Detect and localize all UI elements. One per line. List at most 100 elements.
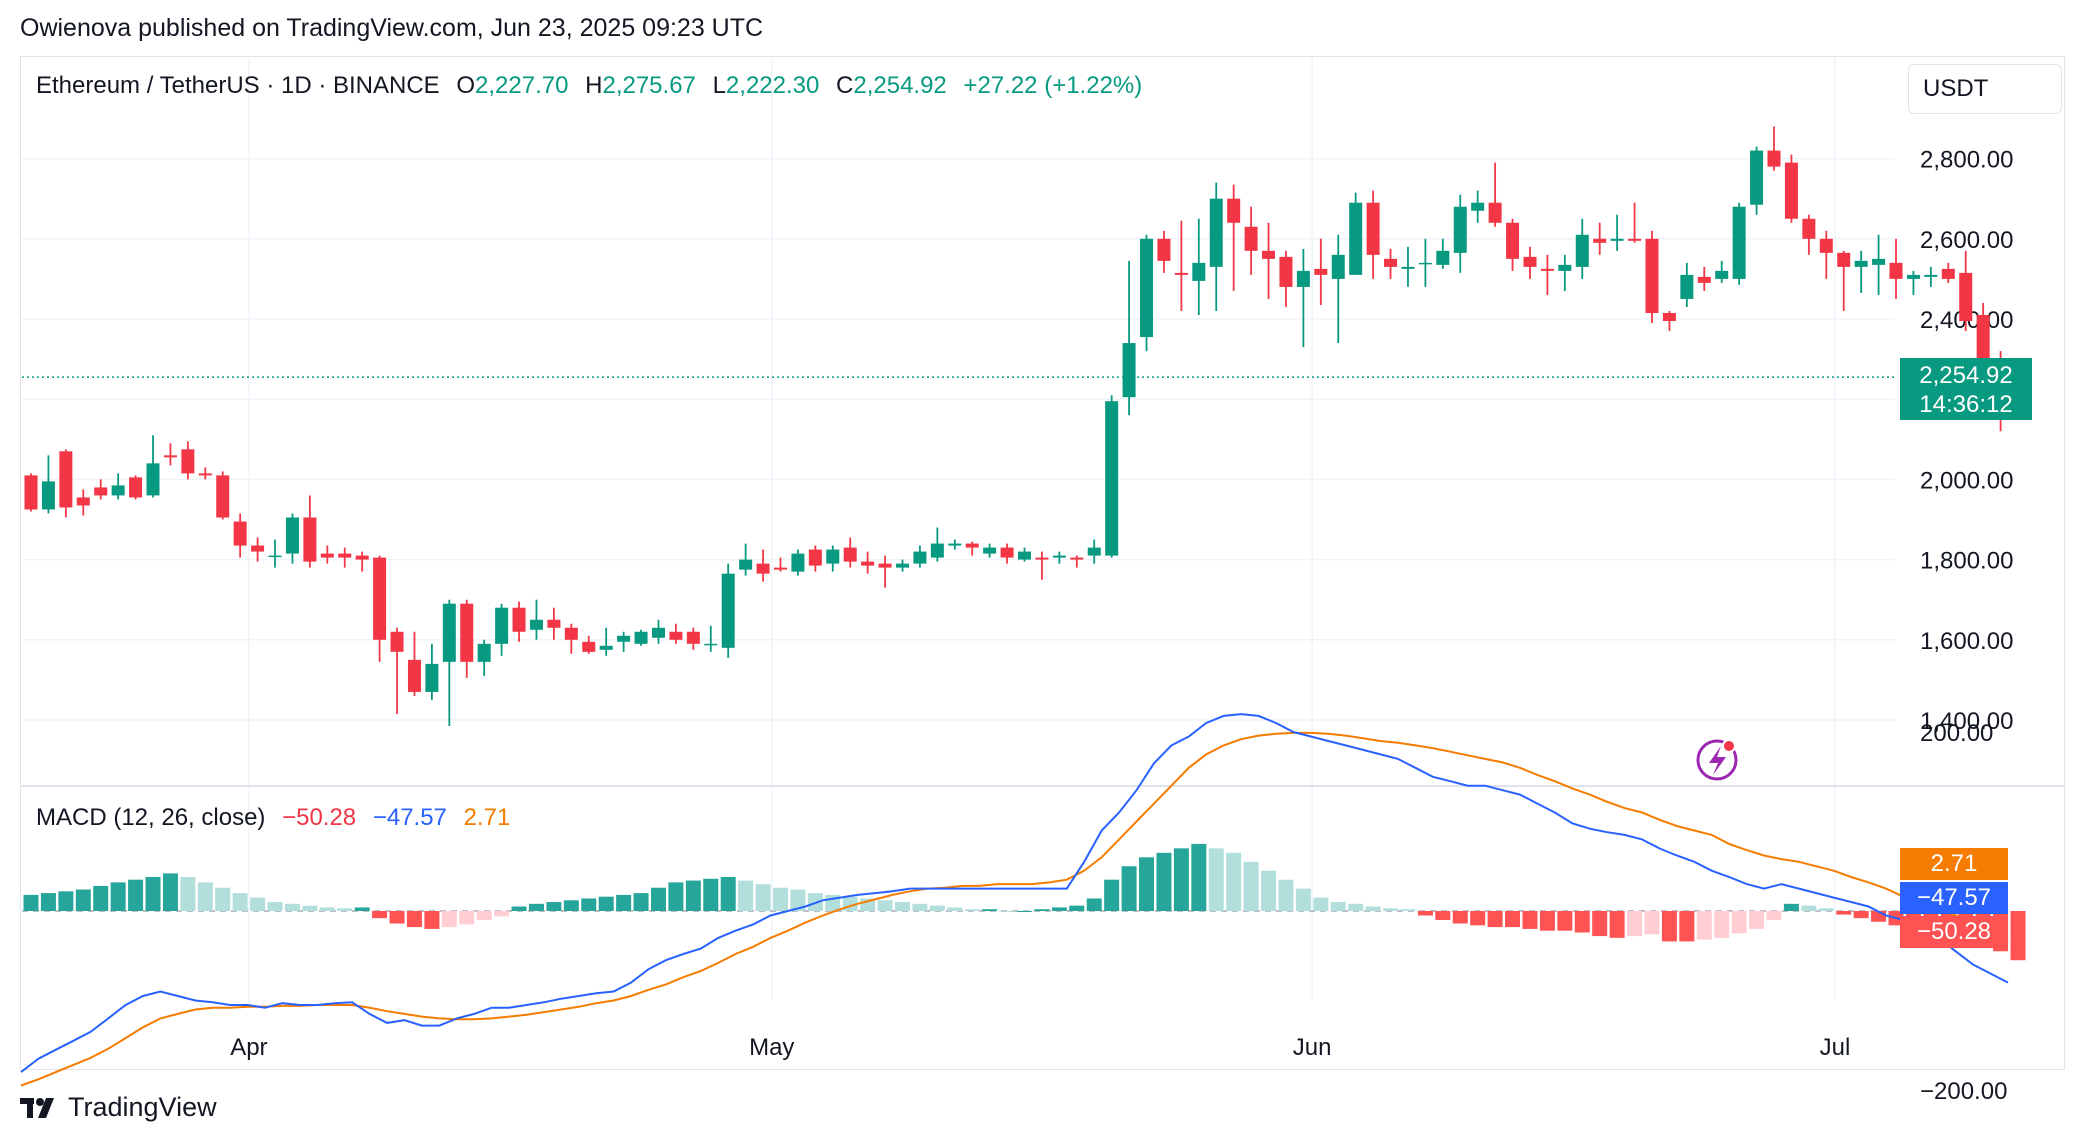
candle-body bbox=[1924, 274, 1938, 277]
candle-series bbox=[24, 126, 2025, 727]
last-price-tag: 2,254.92 14:36:12 bbox=[1900, 358, 2032, 420]
macd-histogram-bar bbox=[337, 908, 353, 911]
candle-body bbox=[111, 485, 125, 496]
macd-histogram-bar bbox=[947, 907, 963, 911]
macd-histogram-bar bbox=[372, 911, 388, 919]
candle-body bbox=[1593, 238, 1607, 243]
macd-histogram-bar bbox=[302, 905, 318, 911]
low-value: 2,222.30 bbox=[725, 72, 820, 99]
macd-histogram-bar bbox=[1749, 911, 1765, 929]
macd-histogram-bar bbox=[476, 911, 492, 920]
macd-histogram-bar bbox=[267, 902, 283, 911]
macd-histogram-tag: −50.28 bbox=[1900, 916, 2008, 948]
candle-body bbox=[512, 607, 526, 632]
candle-body bbox=[338, 553, 352, 558]
macd-histogram-bar bbox=[1714, 911, 1730, 938]
macd-histogram-bar bbox=[1226, 852, 1242, 911]
macd-tick-label: −200.00 bbox=[1920, 1078, 2007, 1105]
macd-histogram-bar bbox=[650, 887, 666, 911]
candle-body bbox=[94, 487, 108, 496]
price-tick-label: 2,600.00 bbox=[1920, 227, 2013, 254]
candle-body bbox=[1052, 555, 1066, 558]
macd-histogram-bar bbox=[668, 882, 684, 911]
publish-caption: Owienova published on TradingView.com, J… bbox=[20, 14, 764, 42]
candle-body bbox=[878, 563, 892, 568]
macd-histogram-bar bbox=[563, 900, 579, 911]
macd-histogram-value: −50.28 bbox=[282, 804, 357, 831]
candle-body bbox=[1628, 238, 1642, 241]
lightning-icon[interactable] bbox=[1696, 739, 1738, 781]
high-label: H bbox=[585, 72, 603, 99]
macd-histogram-bar bbox=[1731, 911, 1747, 934]
candle-body bbox=[913, 551, 927, 564]
candle-body bbox=[285, 517, 299, 554]
candle-body bbox=[1802, 218, 1816, 239]
candle-body bbox=[1784, 162, 1798, 219]
high-value: 2,275.67 bbox=[602, 72, 696, 99]
open-label: O bbox=[456, 72, 476, 99]
macd-histogram-bar bbox=[598, 896, 614, 911]
candle-body bbox=[1401, 266, 1415, 269]
macd-histogram-bar bbox=[406, 911, 422, 928]
candle-body bbox=[407, 659, 421, 692]
macd-histogram-bar bbox=[790, 889, 806, 911]
time-tick-label: Jun bbox=[1293, 1034, 1332, 1061]
candle-body bbox=[1715, 270, 1729, 279]
candle-body bbox=[1279, 256, 1293, 287]
macd-histogram-bar bbox=[1139, 857, 1155, 911]
candle-body bbox=[1087, 547, 1101, 556]
candle-body bbox=[425, 663, 439, 692]
macd-histogram-bar bbox=[1278, 879, 1294, 911]
symbol-name[interactable]: Ethereum / TetherUS · 1D · BINANCE bbox=[36, 72, 440, 99]
candle-body bbox=[1035, 557, 1049, 560]
candle-body bbox=[599, 645, 613, 650]
macd-legend: MACD (12, 26, close) −50.28 −47.57 2.71 bbox=[36, 804, 510, 832]
candle-body bbox=[669, 631, 683, 640]
macd-histogram-bar bbox=[2010, 911, 2026, 961]
symbol-legend: Ethereum / TetherUS · 1D · BINANCE O 2,22… bbox=[36, 72, 1142, 100]
macd-histogram-bar bbox=[877, 900, 893, 911]
macd-histogram-bar bbox=[1156, 852, 1172, 911]
macd-histogram-bar bbox=[354, 907, 370, 911]
macd-histogram-bar bbox=[511, 906, 527, 911]
macd-signal-value: 2.71 bbox=[463, 804, 511, 831]
macd-histogram-bar bbox=[40, 893, 56, 911]
candle-body bbox=[1906, 274, 1920, 279]
macd-histogram-bar bbox=[1086, 898, 1102, 911]
time-axis: Apr May Jun Jul bbox=[230, 1034, 1850, 1061]
candle-body bbox=[146, 463, 160, 496]
candle-body bbox=[547, 619, 561, 628]
candle-body bbox=[1732, 206, 1746, 279]
candle-body bbox=[1523, 256, 1537, 267]
candle-body bbox=[843, 547, 857, 562]
macd-histogram-bar bbox=[58, 891, 74, 911]
macd-tick-label: 200.00 bbox=[1920, 720, 1993, 747]
macd-histogram-bar bbox=[441, 911, 457, 928]
candle-body bbox=[216, 475, 230, 518]
brand-name: TradingView bbox=[68, 1092, 217, 1122]
close-value: 2,254.92 bbox=[853, 72, 947, 99]
candle-body bbox=[1837, 252, 1851, 267]
candle-body bbox=[1453, 206, 1467, 253]
currency-selector[interactable]: USDT bbox=[1908, 64, 2062, 114]
candle-body bbox=[1418, 262, 1432, 265]
candle-body bbox=[1122, 343, 1136, 398]
candle-body bbox=[686, 631, 700, 644]
macd-histogram-bar bbox=[1121, 866, 1137, 911]
candle-body bbox=[268, 555, 282, 558]
macd-histogram-bar bbox=[284, 903, 300, 911]
candle-body bbox=[41, 481, 55, 510]
candle-body bbox=[756, 563, 770, 574]
candle-body bbox=[1575, 234, 1589, 267]
macd-histogram-bar bbox=[1417, 911, 1433, 916]
candle-body bbox=[896, 563, 909, 568]
macd-histogram-bar bbox=[1051, 907, 1067, 911]
macd-histogram-bar bbox=[738, 880, 754, 911]
time-tick-label: May bbox=[749, 1034, 794, 1061]
tradingview-brand[interactable]: TradingView bbox=[20, 1092, 217, 1123]
candle-body bbox=[826, 549, 840, 564]
macd-title[interactable]: MACD (12, 26, close) bbox=[36, 804, 266, 831]
candle-body bbox=[373, 557, 387, 640]
candle-body bbox=[1262, 250, 1276, 259]
